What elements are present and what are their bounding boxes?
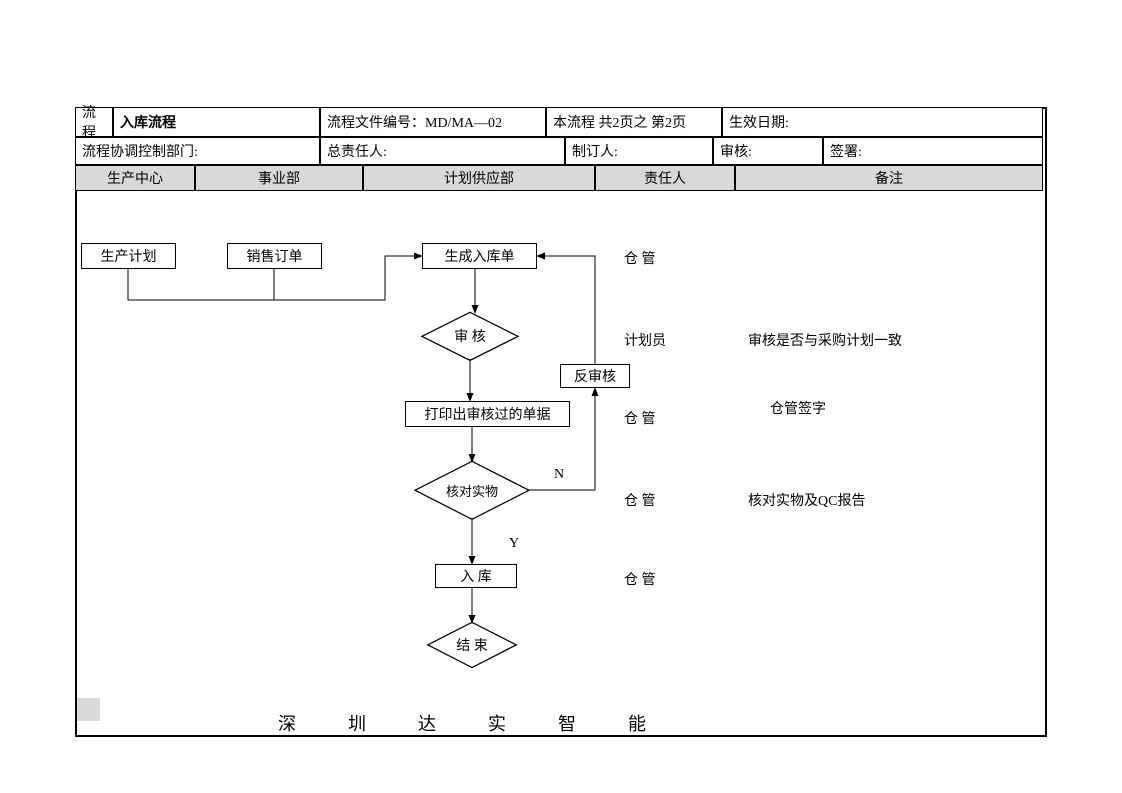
node-n_gen_doc: 生成入库单 — [422, 243, 537, 269]
resp-4: 仓 管 — [624, 569, 656, 589]
node-n_in: 入 库 — [435, 564, 517, 588]
hdr2-c4: 审核: — [713, 137, 823, 165]
hdr1-c6: 生效日期: — [722, 107, 1043, 137]
hdr1-c2: 入库流程 — [113, 107, 320, 137]
page: 流程入库流程流程文件编号：MD/MA—02本流程 共2页之 第2页生效日期: 流程… — [0, 0, 1122, 793]
resp-3: 仓 管 — [624, 490, 656, 510]
hdr2-c5: 签署: — [823, 137, 1043, 165]
footer-text: 深圳达实智能 — [278, 710, 698, 736]
hdr2-c3: 制订人: — [565, 137, 713, 165]
remark-2: 核对实物及QC报告 — [748, 490, 865, 510]
remark-1: 仓管签字 — [770, 398, 826, 418]
node-n_audit: 审 核 — [424, 313, 516, 359]
resp-1: 计划员 — [624, 330, 666, 350]
hdr1-c5: 本流程 共2页之 第2页 — [546, 107, 722, 137]
hdr2-c2: 总责任人: — [320, 137, 565, 165]
node-n_end: 结 束 — [429, 623, 515, 667]
node-n_reaudit: 反审核 — [560, 364, 630, 388]
branch-Y: Y — [509, 536, 519, 552]
hdr1-c1: 流程 — [75, 107, 113, 137]
col-c4: 责任人 — [595, 165, 735, 191]
col-c5: 备注 — [735, 165, 1043, 191]
resp-2: 仓 管 — [624, 408, 656, 428]
hdr1-c4: 流程文件编号：MD/MA—02 — [320, 107, 546, 137]
branch-N: N — [554, 467, 564, 483]
node-n_print: 打印出审核过的单据 — [405, 401, 570, 427]
footer-pad — [77, 698, 100, 721]
resp-0: 仓 管 — [624, 248, 656, 268]
node-n_prod_plan: 生产计划 — [81, 243, 176, 269]
col-c3: 计划供应部 — [363, 165, 595, 191]
hdr2-c1: 流程协调控制部门: — [75, 137, 320, 165]
node-n_check: 核对实物 — [417, 462, 527, 518]
remark-0: 审核是否与采购计划一致 — [748, 330, 902, 350]
col-c1: 生产中心 — [75, 165, 195, 191]
col-c2: 事业部 — [195, 165, 363, 191]
node-n_sales_order: 销售订单 — [227, 243, 322, 269]
